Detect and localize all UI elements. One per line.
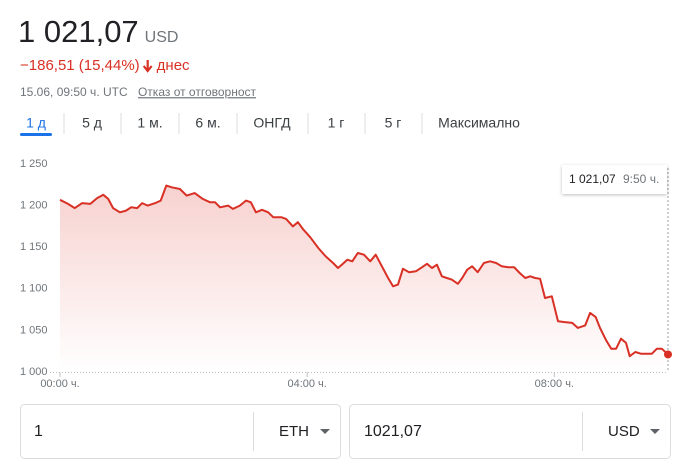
from-box <box>20 404 341 459</box>
timestamp: 15.06, 09:50 ч. UTC <box>20 85 128 99</box>
y-tick-label: 1 200 <box>20 200 48 212</box>
currency: USD <box>145 29 179 46</box>
range-tab[interactable]: 5 д <box>82 115 102 131</box>
from-amount[interactable]: 1 <box>34 423 43 440</box>
tooltip-value: 1 021,07 <box>569 172 616 186</box>
dropdown-arrow[interactable] <box>320 429 330 434</box>
range-tab[interactable]: 1 г <box>328 115 345 131</box>
chart: 1 000 1 050 1 100 1 150 1 200 1 250 00:00 ч. 04… <box>20 158 672 390</box>
tooltip-box <box>562 165 667 194</box>
price-line <box>59 184 669 358</box>
change-suffix: днес <box>157 57 190 74</box>
dropdown-arrow[interactable] <box>650 429 660 434</box>
y-tick-label: 1 100 <box>20 283 48 295</box>
to-currency[interactable]: USD <box>608 423 640 440</box>
to-amount[interactable]: 1021,07 <box>364 423 422 440</box>
y-tick-label: 1 050 <box>20 324 48 336</box>
range-tab[interactable]: 1 м. <box>137 115 162 131</box>
tab-underline <box>20 133 52 136</box>
change: −186,51 (15,44%) <box>20 57 140 74</box>
to-box <box>349 404 671 459</box>
x-tick-label: 04:00 ч. <box>287 378 326 390</box>
tooltip: 1 021,07 9:50 ч. <box>562 165 667 194</box>
y-tick-label: 1 000 <box>20 366 48 378</box>
converter: 1 ETH 1021,07 USD <box>20 404 671 459</box>
from-currency[interactable]: ETH <box>279 423 309 440</box>
range-tab[interactable]: ОНГД <box>253 115 291 131</box>
tooltip-time: 9:50 ч. <box>623 172 659 186</box>
range-tab[interactable]: Максимално <box>438 115 520 131</box>
x-tick-label: 08:00 ч. <box>535 378 574 390</box>
y-tick-label: 1 250 <box>20 158 48 170</box>
down-arrow <box>142 60 153 73</box>
last-point <box>664 350 672 359</box>
disclaimer-link[interactable]: Отказ от отговорност <box>138 85 257 99</box>
area-fill <box>60 185 668 372</box>
range-tab[interactable]: 1 д <box>26 115 46 131</box>
price: 1 021,07 <box>18 14 139 49</box>
x-tick-label: 00:00 ч. <box>40 378 79 390</box>
range-tab[interactable]: 6 м. <box>195 115 220 131</box>
y-tick-label: 1 150 <box>20 241 48 253</box>
range-tabs: 1 д 5 д 1 м. 6 м. ОНГД 1 г 5 г Максимално <box>20 113 520 136</box>
range-tab[interactable]: 5 г <box>385 115 402 131</box>
